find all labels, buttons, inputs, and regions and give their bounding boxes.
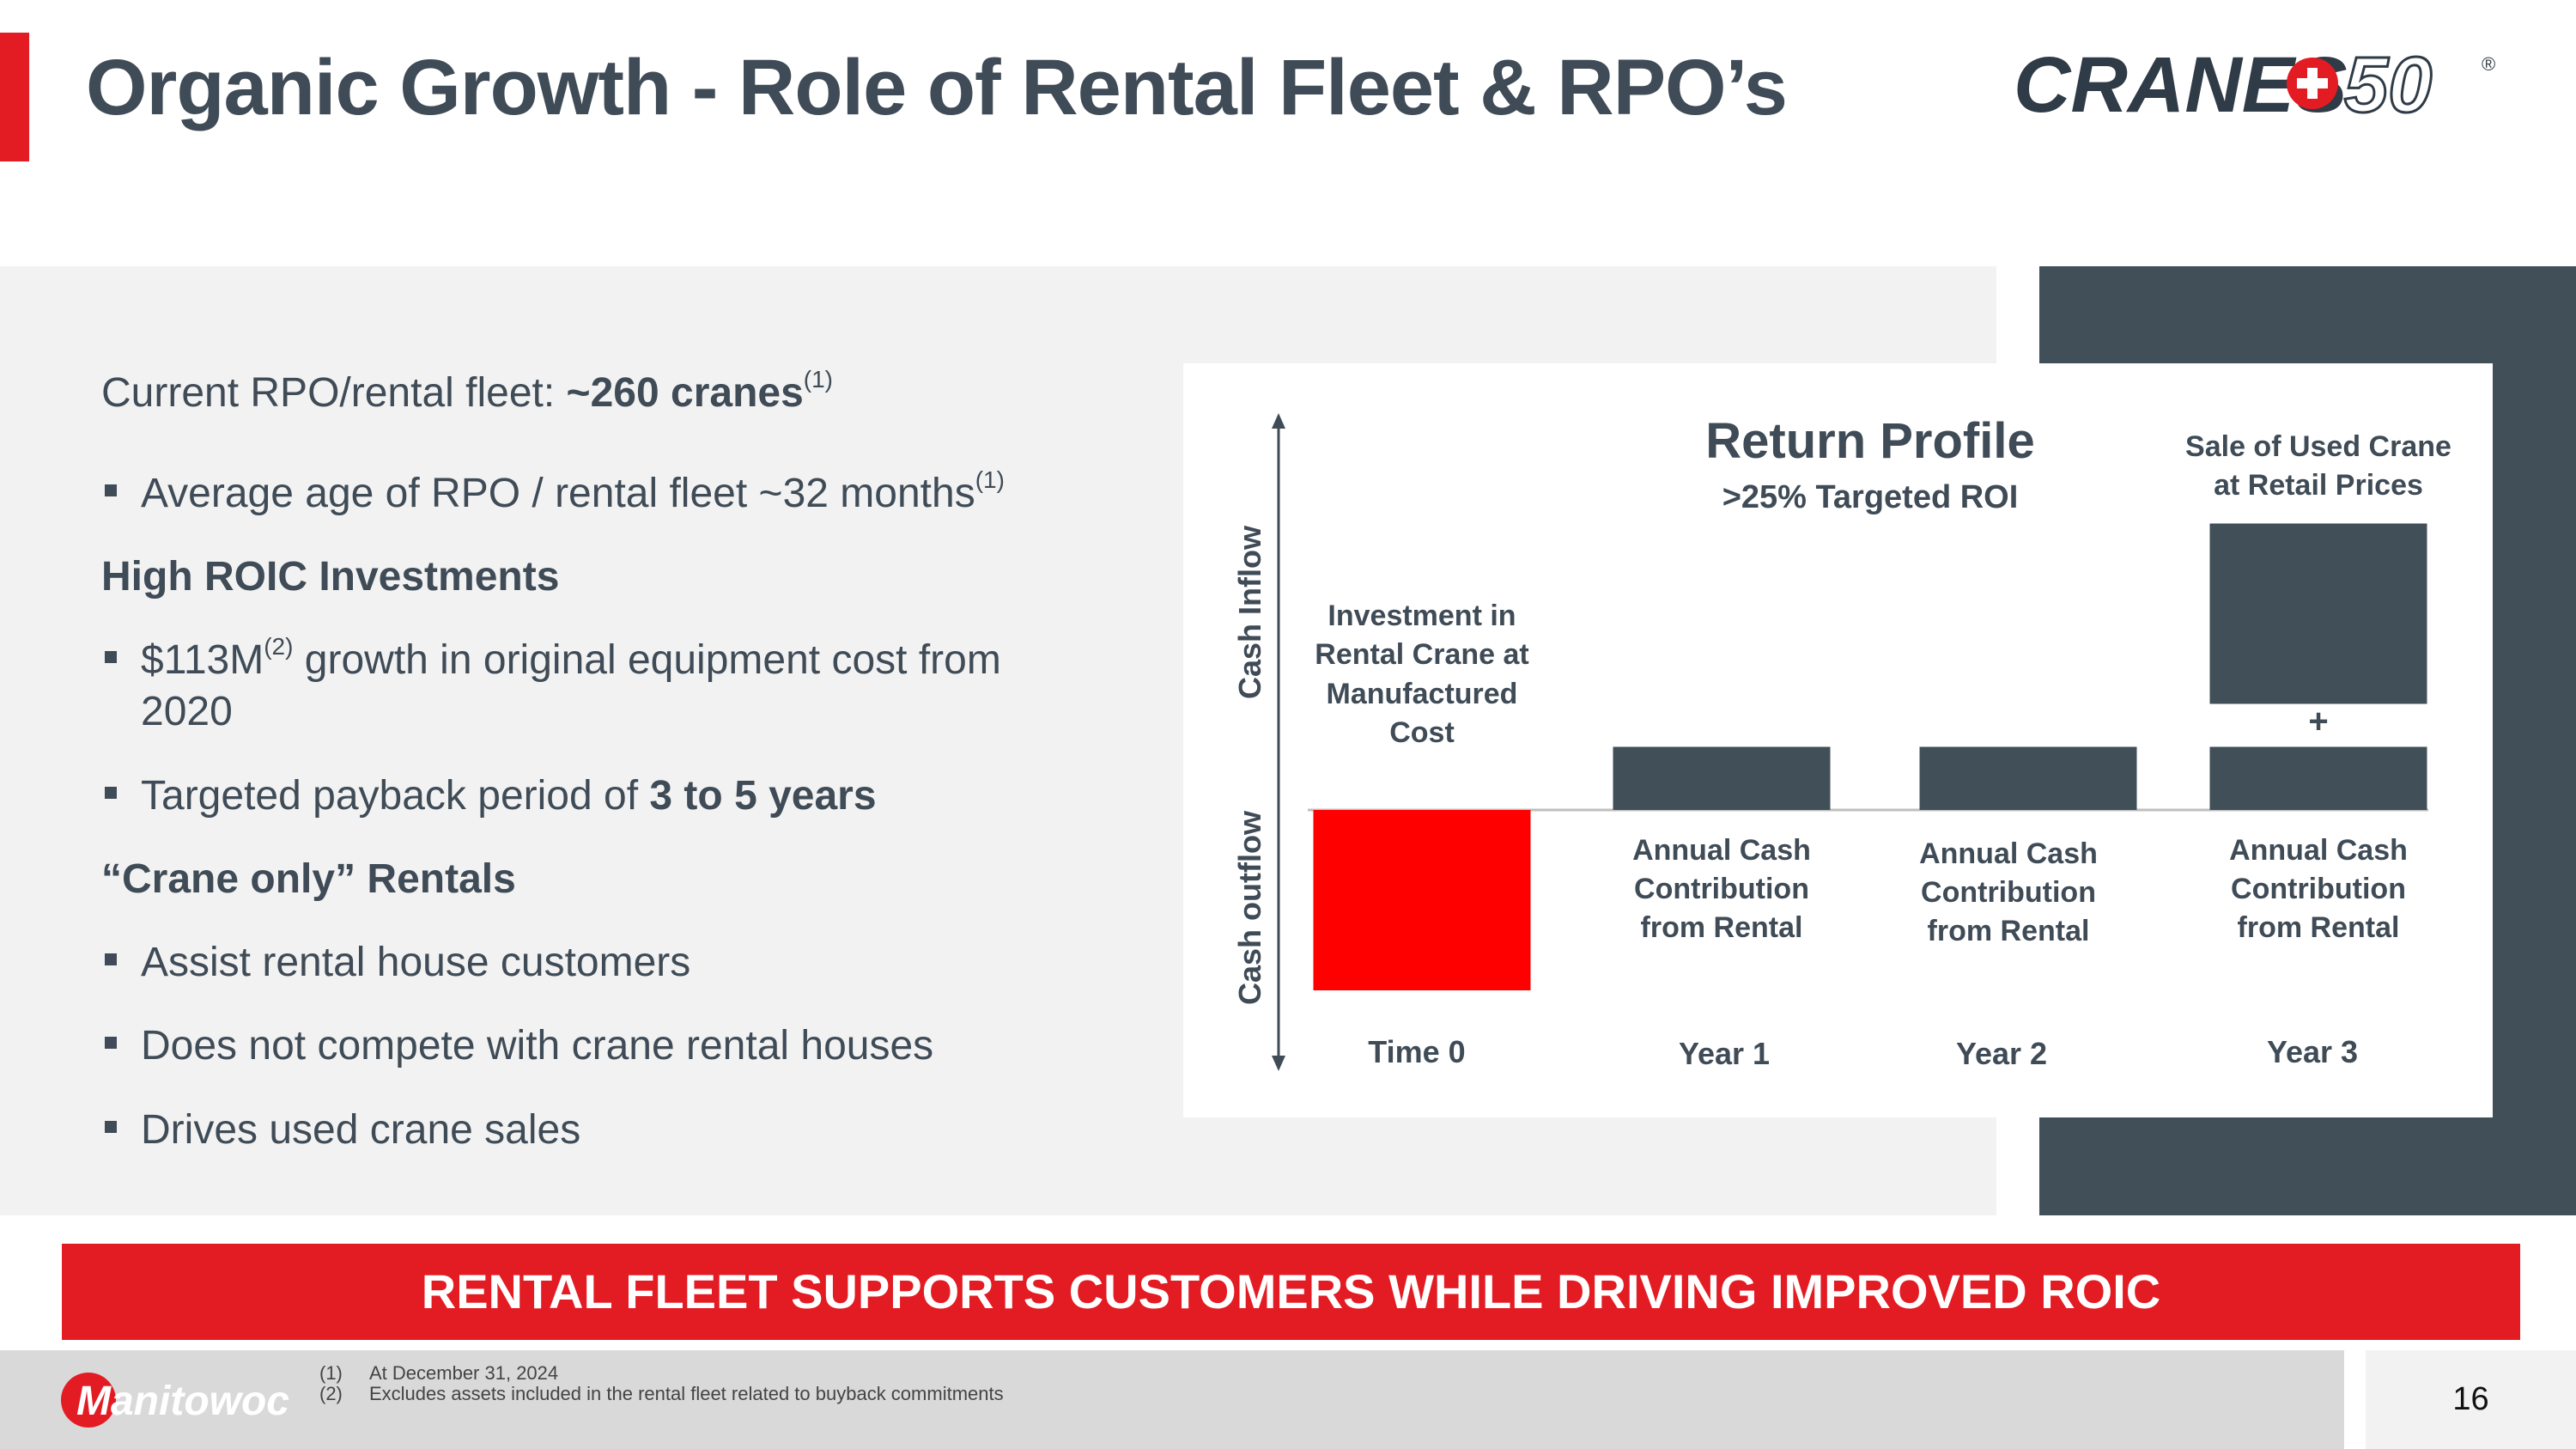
bullet-square-icon bbox=[105, 953, 117, 966]
bar-year-3-contribution bbox=[2209, 746, 2427, 810]
footnote-2-number: (2) bbox=[319, 1383, 343, 1404]
bullet-square-icon bbox=[105, 1037, 117, 1050]
bullet-square-icon bbox=[105, 651, 117, 664]
investment-label-line-2: Rental Crane at bbox=[1315, 638, 1528, 671]
footnote-bar bbox=[0, 1350, 2344, 1449]
footnote-2-text: Excludes assets included in the rental f… bbox=[369, 1383, 1004, 1404]
x-tick-year-3: Year 3 bbox=[2267, 1034, 2358, 1069]
bullet-growth-continued: 2020 bbox=[141, 689, 233, 734]
contribution-y3-line-1: Annual Cash bbox=[2229, 834, 2408, 867]
logo-number: 50 bbox=[2344, 41, 2432, 129]
ylabel-cash-outflow: Cash outflow bbox=[1232, 810, 1267, 1005]
chart-title: Return Profile bbox=[1705, 413, 2035, 469]
fleet-footnote-ref: (1) bbox=[803, 366, 834, 393]
fleet-prefix: Current RPO/rental fleet: bbox=[101, 370, 567, 416]
conclusion-banner bbox=[62, 1244, 2520, 1340]
bar-time-0-outflow bbox=[1313, 810, 1531, 990]
growth-amount: $113M bbox=[141, 637, 264, 683]
payback-period: 3 to 5 years bbox=[649, 773, 877, 819]
return-profile-chart: Cash Inflow Cash outflow Return Profile … bbox=[1232, 413, 2451, 1071]
bullet-square-icon bbox=[105, 484, 117, 497]
bar-year-2-contribution bbox=[1919, 746, 2137, 810]
page-number-box bbox=[2366, 1350, 2576, 1449]
investment-label-line-4: Cost bbox=[1389, 716, 1455, 749]
logo-plus-icon bbox=[2287, 58, 2338, 109]
bullet-text: Drives used crane sales bbox=[141, 1107, 581, 1153]
logo-company-name: Manitowoc bbox=[76, 1379, 289, 1424]
arrow-up-icon bbox=[1272, 413, 1285, 429]
investment-label-line-3: Manufactured bbox=[1327, 678, 1518, 710]
chart-subtitle: >25% Targeted ROI bbox=[1722, 479, 2019, 515]
bullet-used-sales: Drives used crane sales bbox=[105, 1106, 580, 1154]
contribution-y3-line-3: from Rental bbox=[2238, 911, 2400, 944]
investment-label-line-1: Investment in bbox=[1327, 600, 1516, 632]
bullet-assist: Assist rental house customers bbox=[105, 939, 690, 986]
growth-footnote-ref: (2) bbox=[264, 633, 294, 660]
payback-text: Targeted payback period of bbox=[141, 773, 650, 819]
contribution-y1-line-2: Contribution bbox=[1634, 873, 1809, 905]
logo-circle-icon bbox=[61, 1373, 116, 1428]
sale-label-line-1: Sale of Used Crane bbox=[2185, 430, 2451, 463]
arrow-down-icon bbox=[1272, 1056, 1285, 1071]
contribution-y1-line-1: Annual Cash bbox=[1632, 834, 1811, 867]
ylabel-cash-inflow: Cash Inflow bbox=[1232, 525, 1267, 699]
conclusion-banner-text: RENTAL FLEET SUPPORTS CUSTOMERS WHILE DR… bbox=[421, 1264, 2161, 1318]
contribution-y2-line-2: Contribution bbox=[1921, 876, 2096, 909]
fleet-value: ~260 cranes bbox=[566, 370, 804, 416]
x-tick-year-1: Year 1 bbox=[1679, 1036, 1770, 1071]
age-footnote-ref: (1) bbox=[975, 466, 1005, 493]
sale-label-line-2: at Retail Prices bbox=[2214, 469, 2423, 502]
bar-year-3-sale bbox=[2209, 523, 2427, 704]
plus-sign: + bbox=[2308, 703, 2328, 740]
logo-reg-mark: ® bbox=[2482, 53, 2495, 75]
bullet-square-icon bbox=[105, 1121, 117, 1134]
contribution-y2-line-1: Annual Cash bbox=[1919, 837, 2098, 870]
growth-text: growth in original equipment cost from bbox=[293, 637, 1001, 683]
bullet-text: Average age of RPO / rental fleet ~32 mo… bbox=[141, 471, 975, 516]
contribution-y3-line-2: Contribution bbox=[2231, 873, 2406, 905]
page-title: Organic Growth - Role of Rental Fleet & … bbox=[86, 44, 1788, 131]
x-tick-year-2: Year 2 bbox=[1956, 1036, 2047, 1071]
contribution-y1-line-3: from Rental bbox=[1641, 911, 1803, 944]
page-number: 16 bbox=[2452, 1381, 2489, 1417]
title-accent-bar bbox=[0, 33, 29, 161]
footnote-1-text: At December 31, 2024 bbox=[369, 1362, 559, 1384]
fleet-summary: Current RPO/rental fleet: ~260 cranes(1) bbox=[101, 366, 834, 417]
bullet-payback: Targeted payback period of 3 to 5 years bbox=[105, 772, 877, 819]
bullet-text: Does not compete with crane rental house… bbox=[141, 1023, 934, 1068]
heading-high-roic: High ROIC Investments bbox=[101, 554, 560, 600]
bullet-average-age: Average age of RPO / rental fleet ~32 mo… bbox=[105, 466, 1005, 517]
bullet-text: Assist rental house customers bbox=[141, 940, 691, 985]
bullet-square-icon bbox=[105, 787, 117, 800]
bar-year-1-contribution bbox=[1613, 746, 1831, 810]
chart-card bbox=[1183, 363, 2493, 1117]
footnote-1-number: (1) bbox=[319, 1362, 343, 1384]
bullet-not-compete: Does not compete with crane rental house… bbox=[105, 1022, 933, 1069]
contribution-y2-line-3: from Rental bbox=[1928, 915, 2090, 947]
manitowoc-logo: Manitowoc bbox=[61, 1373, 289, 1428]
bullet-growth: $113M(2) growth in original equipment co… bbox=[105, 633, 1001, 684]
x-tick-time-0: Time 0 bbox=[1368, 1034, 1465, 1069]
cranes-50-logo: CRANES 50 ® bbox=[2014, 40, 2495, 131]
heading-crane-only: “Crane only” Rentals bbox=[101, 856, 516, 902]
